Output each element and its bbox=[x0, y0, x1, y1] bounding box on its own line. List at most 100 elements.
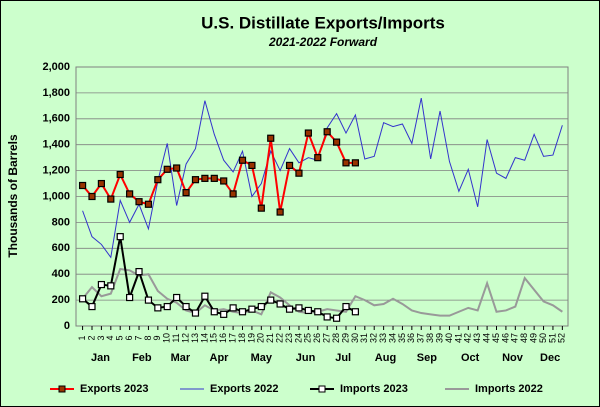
point-marker bbox=[210, 174, 218, 182]
point-marker bbox=[97, 280, 105, 289]
x-tick-label: 14 bbox=[199, 333, 209, 343]
series-line bbox=[81, 267, 563, 317]
x-tick-label: 39 bbox=[434, 333, 444, 343]
y-tick-label: 600 bbox=[52, 242, 70, 254]
x-tick-label: 7 bbox=[133, 335, 143, 340]
point-marker bbox=[144, 296, 153, 304]
x-tick-label: 27 bbox=[322, 333, 332, 343]
month-label: Oct bbox=[461, 352, 480, 364]
point-marker bbox=[276, 208, 284, 216]
legend-label: Exports 2023 bbox=[80, 383, 148, 395]
point-marker bbox=[229, 190, 237, 198]
x-tick-label: 51 bbox=[547, 333, 557, 343]
legend-label: Imports 2023 bbox=[340, 383, 408, 395]
point-marker bbox=[285, 305, 294, 313]
y-tick-label: 0 bbox=[64, 320, 70, 332]
point-marker bbox=[351, 308, 359, 316]
x-tick-label: 18 bbox=[237, 333, 247, 343]
point-marker bbox=[295, 304, 303, 312]
point-marker bbox=[332, 314, 341, 322]
x-tick-label: 37 bbox=[416, 333, 426, 343]
x-tick-label: 23 bbox=[284, 333, 294, 343]
x-tick-label: 17 bbox=[227, 333, 237, 343]
point-marker bbox=[220, 177, 228, 185]
x-tick-label: 6 bbox=[124, 335, 134, 340]
x-tick-label: 10 bbox=[162, 333, 172, 343]
point-marker bbox=[126, 293, 134, 302]
point-marker bbox=[238, 308, 247, 316]
point-marker bbox=[267, 296, 275, 304]
point-marker bbox=[154, 304, 162, 312]
month-label: Feb bbox=[132, 352, 152, 364]
point-marker bbox=[285, 161, 294, 170]
legend-marker bbox=[58, 385, 66, 393]
month-label: Sep bbox=[417, 352, 437, 364]
y-axis-label: Thousands of Barrels bbox=[6, 134, 20, 258]
point-marker bbox=[173, 164, 181, 172]
x-tick-label: 50 bbox=[538, 333, 548, 343]
x-tick-label: 24 bbox=[293, 333, 303, 343]
x-tick-label: 52 bbox=[557, 333, 567, 343]
x-tick-label: 3 bbox=[96, 335, 106, 340]
point-marker bbox=[126, 190, 134, 198]
x-tick-label: 40 bbox=[444, 333, 454, 343]
y-tick-label: 200 bbox=[52, 294, 70, 306]
point-marker bbox=[332, 138, 341, 146]
y-tick-label: 1,200 bbox=[42, 165, 70, 177]
point-marker bbox=[116, 170, 124, 179]
y-tick-label: 400 bbox=[52, 268, 70, 280]
x-tick-label: 41 bbox=[453, 333, 463, 343]
point-marker bbox=[163, 302, 171, 311]
chart-subtitle: 2021-2022 Forward bbox=[268, 35, 378, 49]
x-tick-label: 4 bbox=[105, 335, 115, 340]
point-marker bbox=[276, 300, 284, 308]
point-marker bbox=[154, 176, 162, 184]
point-marker bbox=[323, 128, 331, 136]
point-marker bbox=[135, 198, 143, 206]
y-tick-label: 1,400 bbox=[42, 139, 70, 151]
x-tick-label: 48 bbox=[519, 333, 529, 343]
chart-title: U.S. Distillate Exports/Imports bbox=[201, 13, 445, 32]
month-label: Mar bbox=[171, 352, 191, 364]
point-marker bbox=[248, 305, 256, 313]
x-tick-label: 22 bbox=[275, 333, 285, 343]
point-marker bbox=[116, 233, 124, 241]
month-label: Nov bbox=[502, 352, 524, 364]
point-marker bbox=[97, 179, 105, 188]
legend-label: Exports 2022 bbox=[210, 383, 278, 395]
point-marker bbox=[78, 295, 87, 303]
month-label: Aug bbox=[375, 352, 396, 364]
point-marker bbox=[182, 302, 190, 311]
point-marker bbox=[314, 308, 322, 316]
month-label: Jan bbox=[91, 352, 110, 364]
x-tick-label: 25 bbox=[303, 333, 313, 343]
x-tick-label: 32 bbox=[369, 333, 379, 343]
x-tick-label: 35 bbox=[397, 333, 407, 343]
point-marker bbox=[238, 156, 247, 164]
point-marker bbox=[257, 204, 265, 212]
point-marker bbox=[295, 169, 303, 177]
x-tick-label: 42 bbox=[463, 333, 473, 343]
x-tick-label: 31 bbox=[359, 333, 369, 343]
point-marker bbox=[314, 154, 322, 162]
point-marker bbox=[173, 293, 181, 302]
month-label: May bbox=[251, 352, 273, 364]
x-tick-label: 38 bbox=[425, 333, 435, 343]
point-marker bbox=[144, 200, 153, 208]
point-marker bbox=[342, 159, 350, 167]
point-marker bbox=[210, 308, 218, 316]
point-marker bbox=[267, 134, 275, 142]
legend-marker bbox=[318, 385, 326, 393]
y-tick-label: 800 bbox=[52, 216, 70, 228]
x-tick-label: 45 bbox=[491, 333, 501, 343]
point-marker bbox=[78, 181, 87, 190]
x-tick-label: 33 bbox=[378, 333, 388, 343]
x-tick-label: 26 bbox=[312, 333, 322, 343]
x-tick-label: 15 bbox=[209, 333, 219, 343]
x-tick-label: 8 bbox=[143, 335, 153, 340]
x-tick-label: 46 bbox=[500, 333, 510, 343]
x-tick-label: 11 bbox=[171, 333, 181, 342]
y-tick-label: 1,000 bbox=[42, 190, 70, 202]
